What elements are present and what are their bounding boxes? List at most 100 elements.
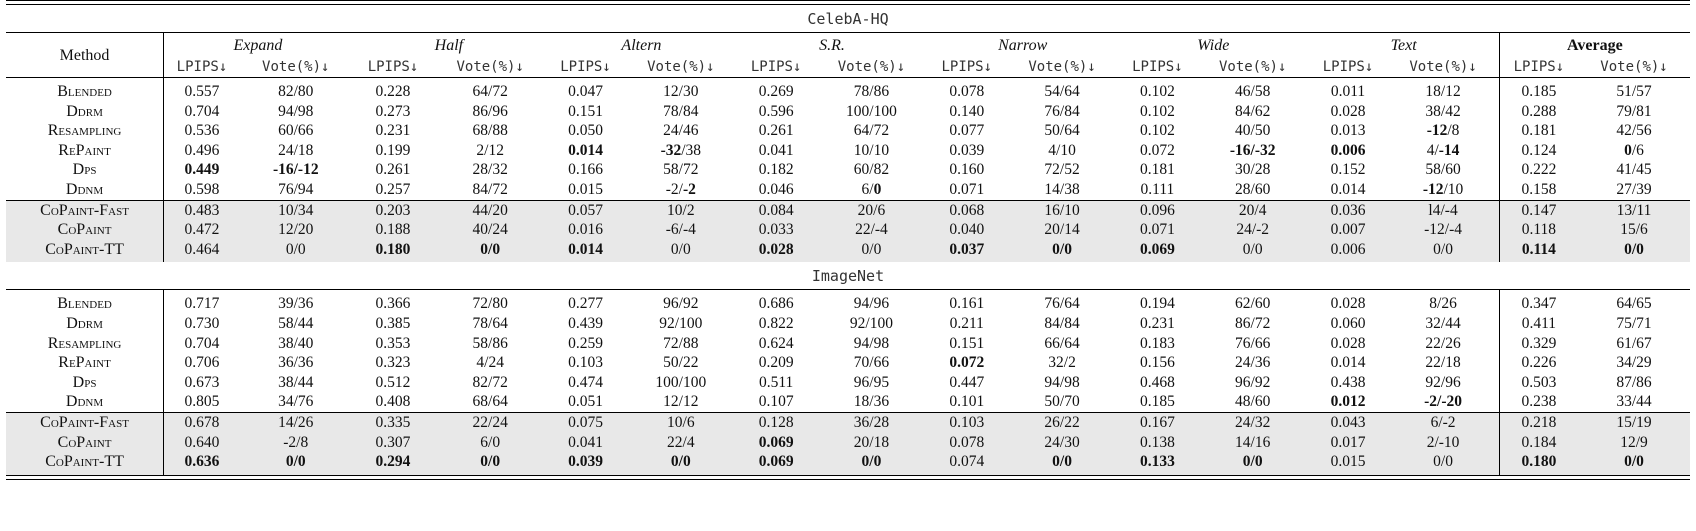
lpips-cell: 0.028 [1330, 295, 1366, 313]
vote-cell: 24/18 [278, 141, 314, 159]
lpips-cell: 0.050 [568, 122, 603, 140]
lpips-cell: 0.028 [736, 239, 816, 263]
lpips-cell: 0.039 [546, 452, 625, 476]
lpips-cell: 0.181 [1139, 161, 1175, 179]
vote-cell: 0/6 [1624, 141, 1644, 159]
lpips-cell: 0.704 [184, 334, 220, 352]
vote-cell: 64/65 [1616, 295, 1652, 313]
vote-cell: 72/80 [472, 295, 508, 313]
table-row: RePaint 0.706 36/36 0.323 4/24 0.103 50/22 0.20… [6, 353, 1690, 373]
task-header: Expand [233, 37, 283, 54]
vote-cell: 12/20 [239, 220, 352, 240]
vote-cell: 33/44 [1616, 393, 1652, 411]
lpips-cell: 0.226 [1498, 353, 1579, 373]
vote-cell: 22/-4 [815, 220, 928, 240]
method-name: Ddnm [6, 179, 165, 201]
vote-cell: 58/86 [472, 334, 508, 352]
lpips-cell: 0.273 [375, 102, 411, 120]
lpips-cell: 0.151 [949, 334, 985, 352]
vote-cell: 86/72 [1235, 314, 1271, 332]
vote-cell: 2/12 [476, 141, 504, 159]
vote-cell: 24/36 [1235, 354, 1271, 372]
vote-cell: 62/60 [1235, 295, 1271, 313]
vote-cell: 48/60 [1235, 393, 1271, 411]
lpips-cell: 0.133 [1117, 452, 1197, 476]
vote-cell: 0/0 [1196, 452, 1309, 476]
vote-cell: 78/84 [663, 102, 699, 120]
lpips-cell: 0.014 [546, 239, 625, 263]
lpips-cell: 0.007 [1308, 220, 1388, 240]
vote-cell: 32/44 [1425, 314, 1461, 332]
lpips-cell: 0.078 [949, 83, 985, 100]
vote-cell: 0/0 [624, 452, 737, 476]
metric-lpips-header: LPIPS↓ [1117, 57, 1197, 78]
lpips-cell: 0.151 [568, 102, 603, 120]
vote-cell: 0/0 [239, 239, 352, 263]
lpips-cell: 0.071 [949, 180, 985, 198]
lpips-cell: 0.706 [184, 354, 220, 372]
lpips-cell: 0.483 [163, 199, 240, 221]
lpips-cell: 0.152 [1330, 161, 1366, 179]
vote-cell: 6/0 [434, 432, 547, 453]
lpips-cell: 0.096 [1117, 199, 1197, 221]
metric-vote-header: Vote(%)↓ [434, 57, 547, 78]
vote-cell: 96/92 [1235, 373, 1271, 391]
vote-cell: 24/32 [1196, 411, 1309, 433]
vote-cell: 72/52 [1044, 161, 1080, 179]
vote-cell: 100/100 [655, 373, 707, 391]
vote-cell: 82/80 [278, 83, 314, 100]
vote-cell: -16/-32 [1229, 141, 1276, 159]
method-name: Resampling [6, 333, 165, 354]
vote-cell: 13/11 [1578, 199, 1690, 221]
metric-vote-header: Vote(%)↓ [1578, 57, 1690, 78]
lpips-cell: 0.503 [1498, 372, 1579, 393]
table-row: CoPaint-TT 0.464 0/0 0.180 0/0 0.014 0/0 0.028 0… [6, 239, 1690, 263]
vote-cell: 14/26 [239, 411, 352, 433]
vote-cell: 54/64 [1044, 83, 1080, 100]
lpips-cell: 0.138 [1117, 432, 1197, 453]
lpips-cell: 0.016 [546, 220, 625, 240]
vote-cell: 28/60 [1235, 180, 1271, 198]
vote-cell: 10/2 [624, 199, 737, 221]
lpips-cell: 0.194 [1139, 295, 1175, 313]
metric-vote-header: Vote(%)↓ [239, 57, 352, 78]
lpips-cell: 0.184 [1498, 432, 1579, 453]
lpips-cell: 0.037 [927, 239, 1007, 263]
header-row-metrics: LPIPS↓ Vote(%)↓ LPIPS↓ Vote(%)↓ LPIPS↓ Vote(%… [6, 57, 1690, 78]
lpips-cell: 0.438 [1330, 373, 1366, 391]
lpips-cell: 0.439 [568, 314, 603, 332]
method-header: Method [6, 32, 165, 78]
lpips-cell: 0.238 [1498, 392, 1579, 413]
vote-cell: -12/8 [1426, 122, 1460, 140]
vote-cell: 60/66 [278, 122, 314, 140]
lpips-cell: 0.269 [758, 83, 794, 100]
vote-cell: 6/-2 [1387, 411, 1500, 433]
lpips-cell: 0.536 [184, 122, 220, 140]
vote-cell: -2/-2 [665, 180, 696, 198]
lpips-cell: 0.013 [1330, 122, 1366, 140]
vote-cell: 0/0 [624, 239, 737, 263]
vote-cell: 14/16 [1196, 432, 1309, 453]
lpips-cell: 0.041 [546, 432, 625, 453]
vote-cell: 26/22 [1006, 411, 1118, 433]
vote-cell: 18/36 [853, 393, 890, 411]
lpips-cell: 0.006 [1330, 141, 1366, 159]
lpips-cell: 0.211 [949, 314, 984, 332]
vote-cell: 84/84 [1044, 314, 1080, 332]
lpips-cell: 0.640 [163, 432, 240, 453]
vote-cell: 12/30 [663, 83, 699, 100]
lpips-cell: 0.069 [736, 432, 816, 453]
vote-cell: 24/-2 [1196, 220, 1309, 240]
lpips-cell: 0.028 [1330, 334, 1366, 352]
table-row: Ddnm 0.598 76/94 0.257 84/72 0.015 -2/-2 0.046 6… [6, 179, 1690, 201]
lpips-cell: 0.102 [1139, 122, 1175, 140]
task-header: S.R. [819, 37, 845, 54]
method-name: RePaint [6, 353, 165, 373]
lpips-cell: 0.118 [1498, 220, 1579, 240]
lpips-cell: 0.181 [1498, 121, 1579, 141]
lpips-cell: 0.288 [1498, 101, 1579, 122]
vote-cell: 50/22 [663, 354, 699, 372]
lpips-cell: 0.347 [1498, 289, 1579, 314]
lpips-cell: 0.512 [375, 373, 411, 391]
